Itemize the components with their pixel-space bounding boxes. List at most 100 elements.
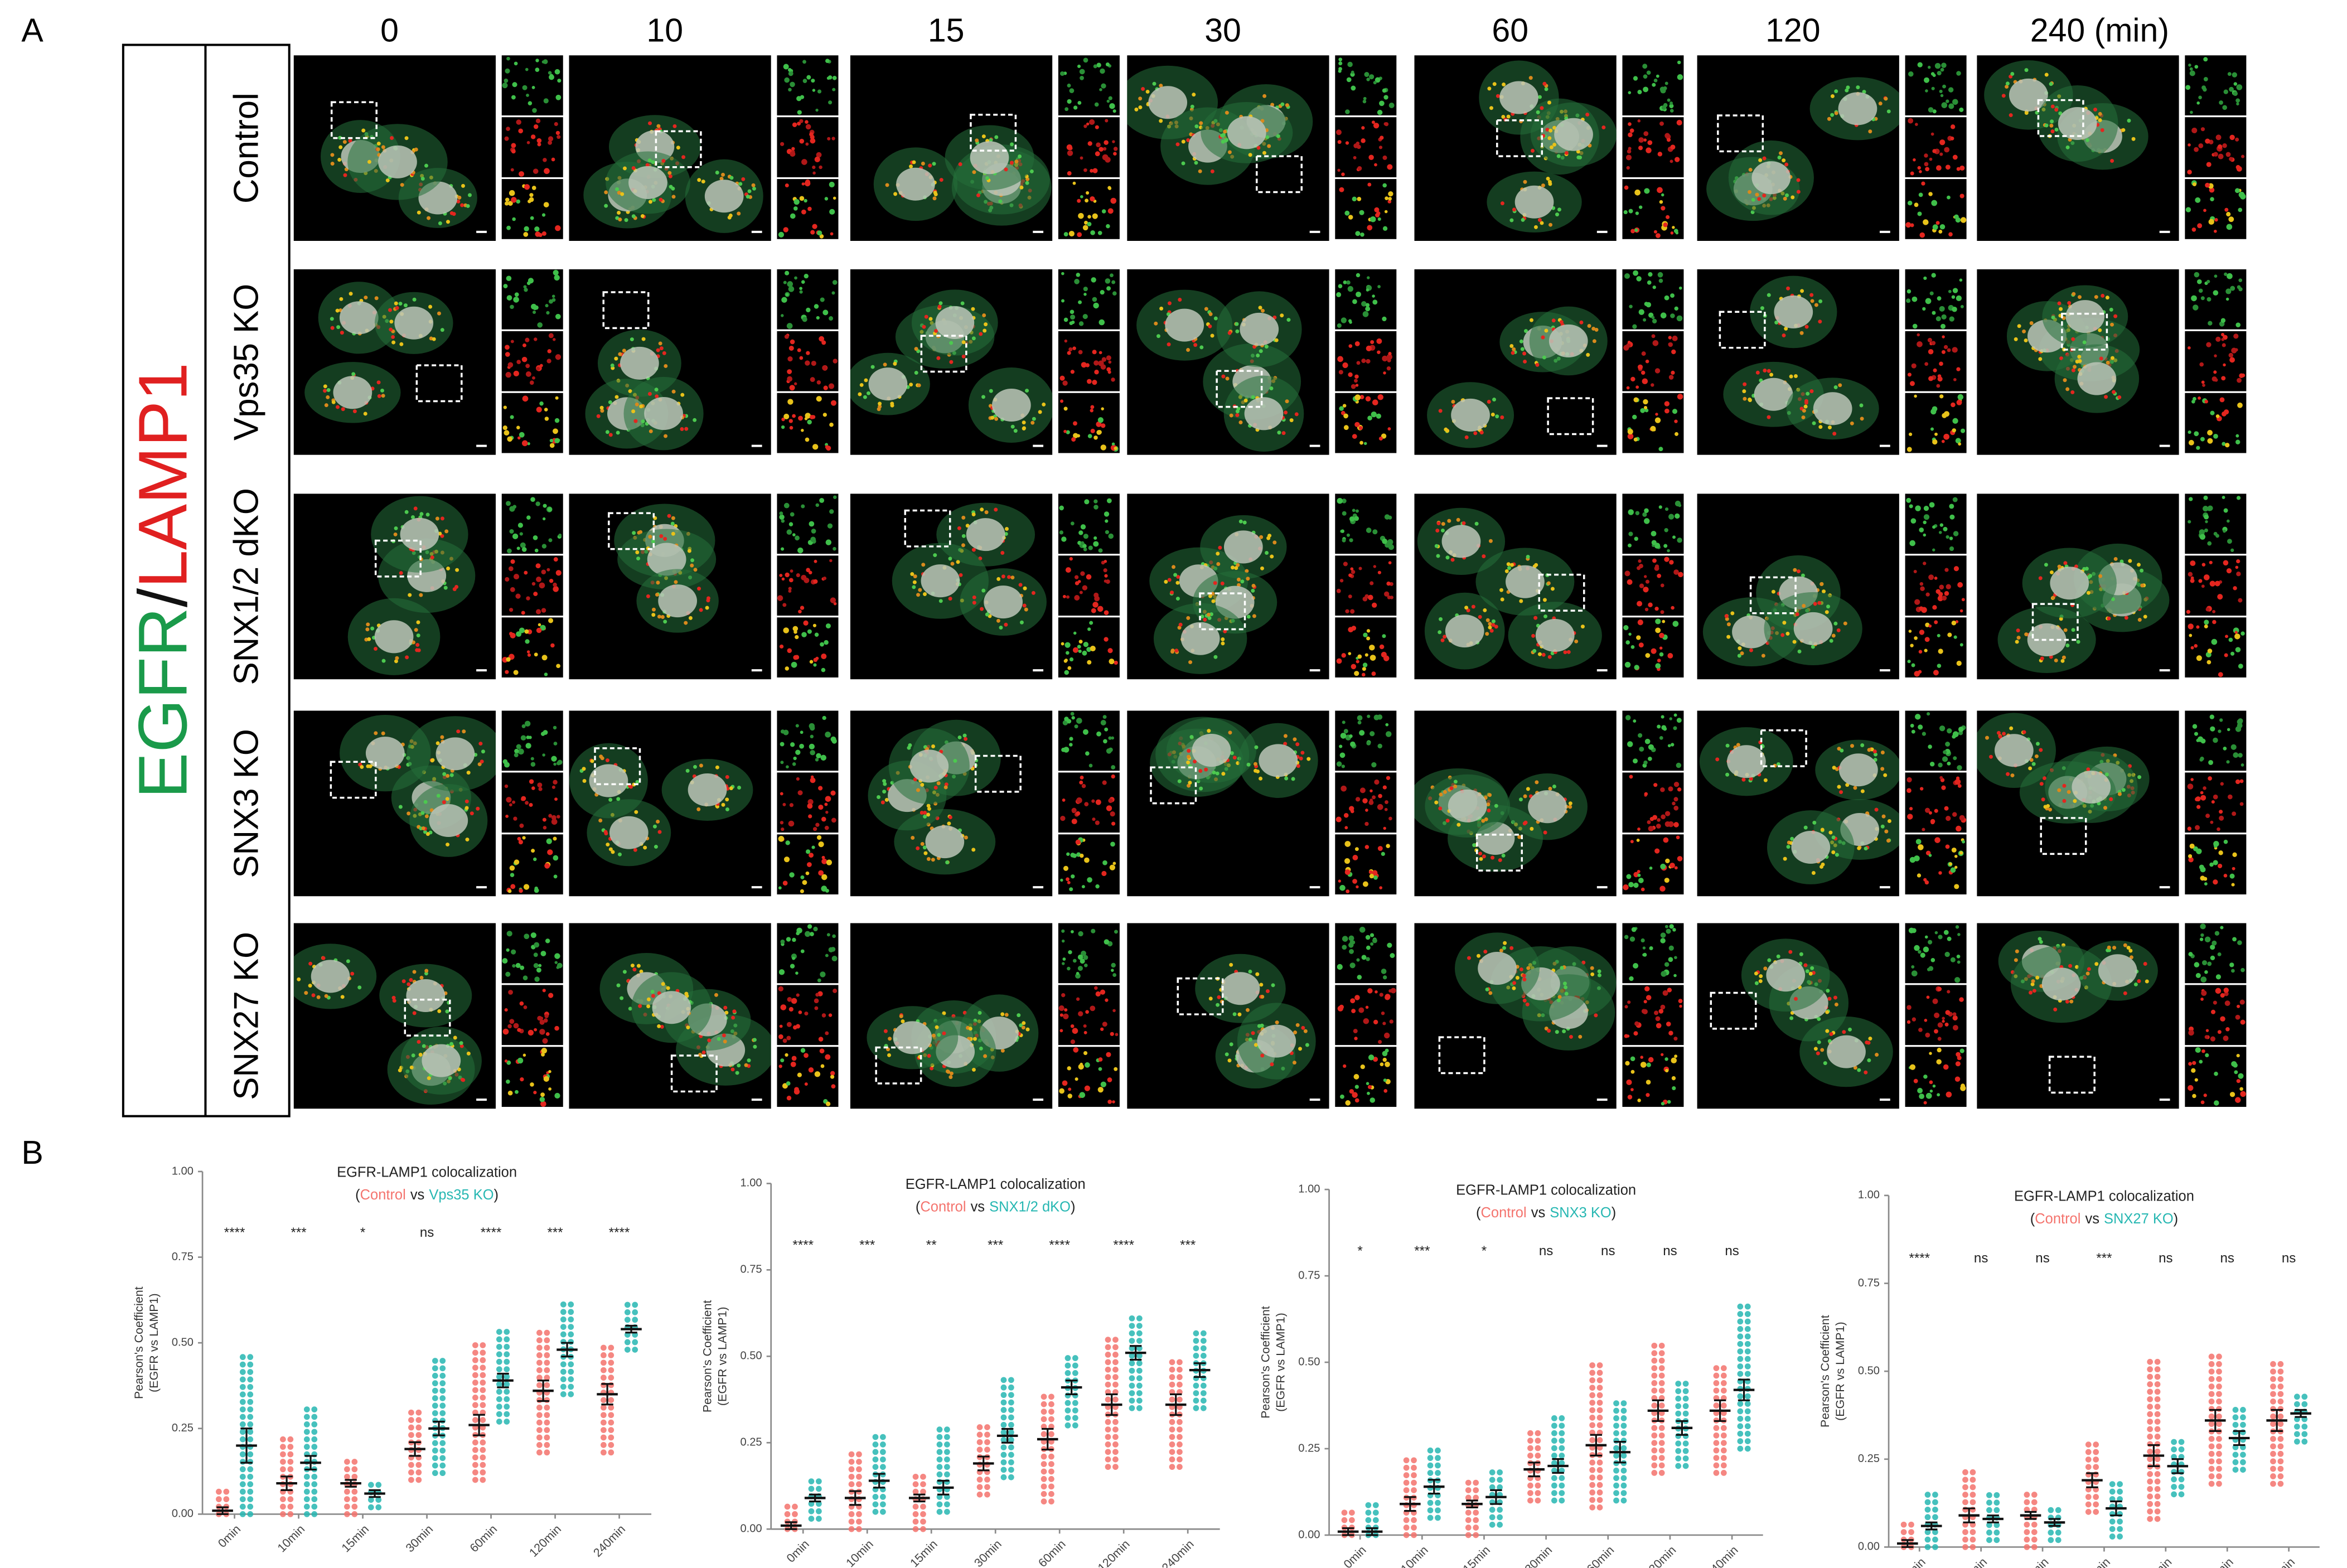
inset-dot [829, 209, 835, 215]
vesicle [1547, 100, 1551, 105]
inset-dot [1627, 741, 1633, 747]
inset-dot [545, 1032, 550, 1036]
vesicle [1521, 217, 1525, 222]
inset-dot [1337, 497, 1343, 504]
inset-dot [2226, 212, 2231, 217]
inset-dot [1920, 586, 1925, 592]
vesicle [464, 806, 469, 810]
inset-box [1150, 766, 1197, 805]
inset-dot [2196, 848, 2202, 854]
vesicle [1872, 749, 1877, 754]
inset-dot [1104, 610, 1109, 615]
vesicle [1541, 335, 1545, 340]
vesicle [1814, 303, 1818, 307]
inset-dot [1653, 230, 1657, 234]
vesicle [717, 1037, 721, 1041]
inset-dot [798, 609, 802, 614]
vesicle [671, 195, 676, 199]
vesicle [984, 510, 989, 515]
vesicle [943, 785, 948, 790]
inset-dot [1382, 785, 1387, 790]
inset-dot [1634, 189, 1641, 196]
inset-dot [509, 632, 513, 636]
inset-dot [829, 422, 834, 427]
vesicle [1537, 95, 1542, 99]
vesicle [1285, 103, 1289, 108]
inset-dot [1383, 591, 1390, 597]
inset-dot [1919, 170, 1922, 173]
inset-dot [2200, 795, 2206, 801]
vesicle [437, 311, 441, 316]
inset-dot [1372, 529, 1378, 535]
inset-dot [512, 217, 516, 221]
inset-dot [2241, 154, 2245, 158]
micrograph-content [850, 289, 1053, 443]
inset-dot [831, 291, 835, 295]
inset-dot [2209, 862, 2214, 867]
vesicle [948, 597, 952, 601]
vesicle [2103, 806, 2107, 810]
vesicle [1880, 751, 1885, 755]
vesicle [435, 741, 440, 746]
inset-dot [832, 934, 836, 938]
inset-dot [1659, 200, 1663, 204]
inset-dot [1645, 653, 1651, 658]
inset-dot [799, 196, 805, 201]
vesicle [1833, 385, 1838, 389]
inset-dot [1362, 662, 1368, 667]
nucleus [1165, 308, 1204, 342]
vesicle [964, 835, 968, 840]
vesicle [1259, 349, 1263, 354]
vesicle [2117, 395, 2122, 399]
vesicle [1478, 614, 1482, 619]
inset-dot [1095, 799, 1101, 805]
inset-dot [792, 762, 796, 766]
inset-dot [505, 815, 509, 818]
row-label: Control [228, 93, 266, 204]
inset-dot [2210, 410, 2215, 415]
inset-dot [548, 333, 554, 338]
micrograph-content [1984, 60, 2148, 170]
nucleus [1240, 312, 1279, 346]
vesicle [611, 850, 615, 854]
inset-dot [2227, 728, 2230, 732]
inset-dot [1090, 645, 1096, 652]
inset-dot [1651, 383, 1654, 387]
inset-dot [1647, 140, 1653, 146]
inset-dot [1658, 505, 1662, 509]
vesicle [1284, 776, 1289, 781]
vesicle [676, 146, 680, 150]
vesicle [949, 341, 954, 345]
inset-dot [1634, 536, 1638, 541]
inset-dot [1925, 89, 1928, 93]
vesicle [608, 797, 613, 802]
inset-dot [1357, 654, 1362, 659]
inset-dot [2222, 105, 2227, 110]
inset-dot [1652, 318, 1657, 324]
vesicle [2039, 748, 2043, 752]
inset-dot [507, 548, 512, 554]
inset-dot [1091, 608, 1096, 613]
inset-dot [1922, 827, 1925, 831]
vesicle [2001, 94, 2006, 98]
inset-dot [826, 859, 833, 865]
vesicle [652, 198, 656, 202]
inset-dot [531, 86, 535, 89]
vesicle [304, 991, 308, 995]
vesicle [445, 797, 449, 801]
vesicle [446, 566, 451, 570]
vesicle [1022, 427, 1026, 431]
inset-dot [2195, 825, 2200, 830]
inset-dot [1376, 211, 1381, 216]
inset-dot [2217, 144, 2223, 149]
inset-dot [1354, 394, 1361, 401]
nucleus [2050, 567, 2089, 600]
vesicle [2082, 340, 2087, 345]
inset-dot [1096, 142, 1101, 147]
inset-dot [554, 1025, 559, 1031]
inset-dot [1638, 733, 1643, 738]
micrograph-content [868, 719, 1001, 875]
inset-dot [788, 419, 793, 423]
inset-dot [1952, 812, 1957, 817]
inset-dot [1072, 181, 1076, 185]
